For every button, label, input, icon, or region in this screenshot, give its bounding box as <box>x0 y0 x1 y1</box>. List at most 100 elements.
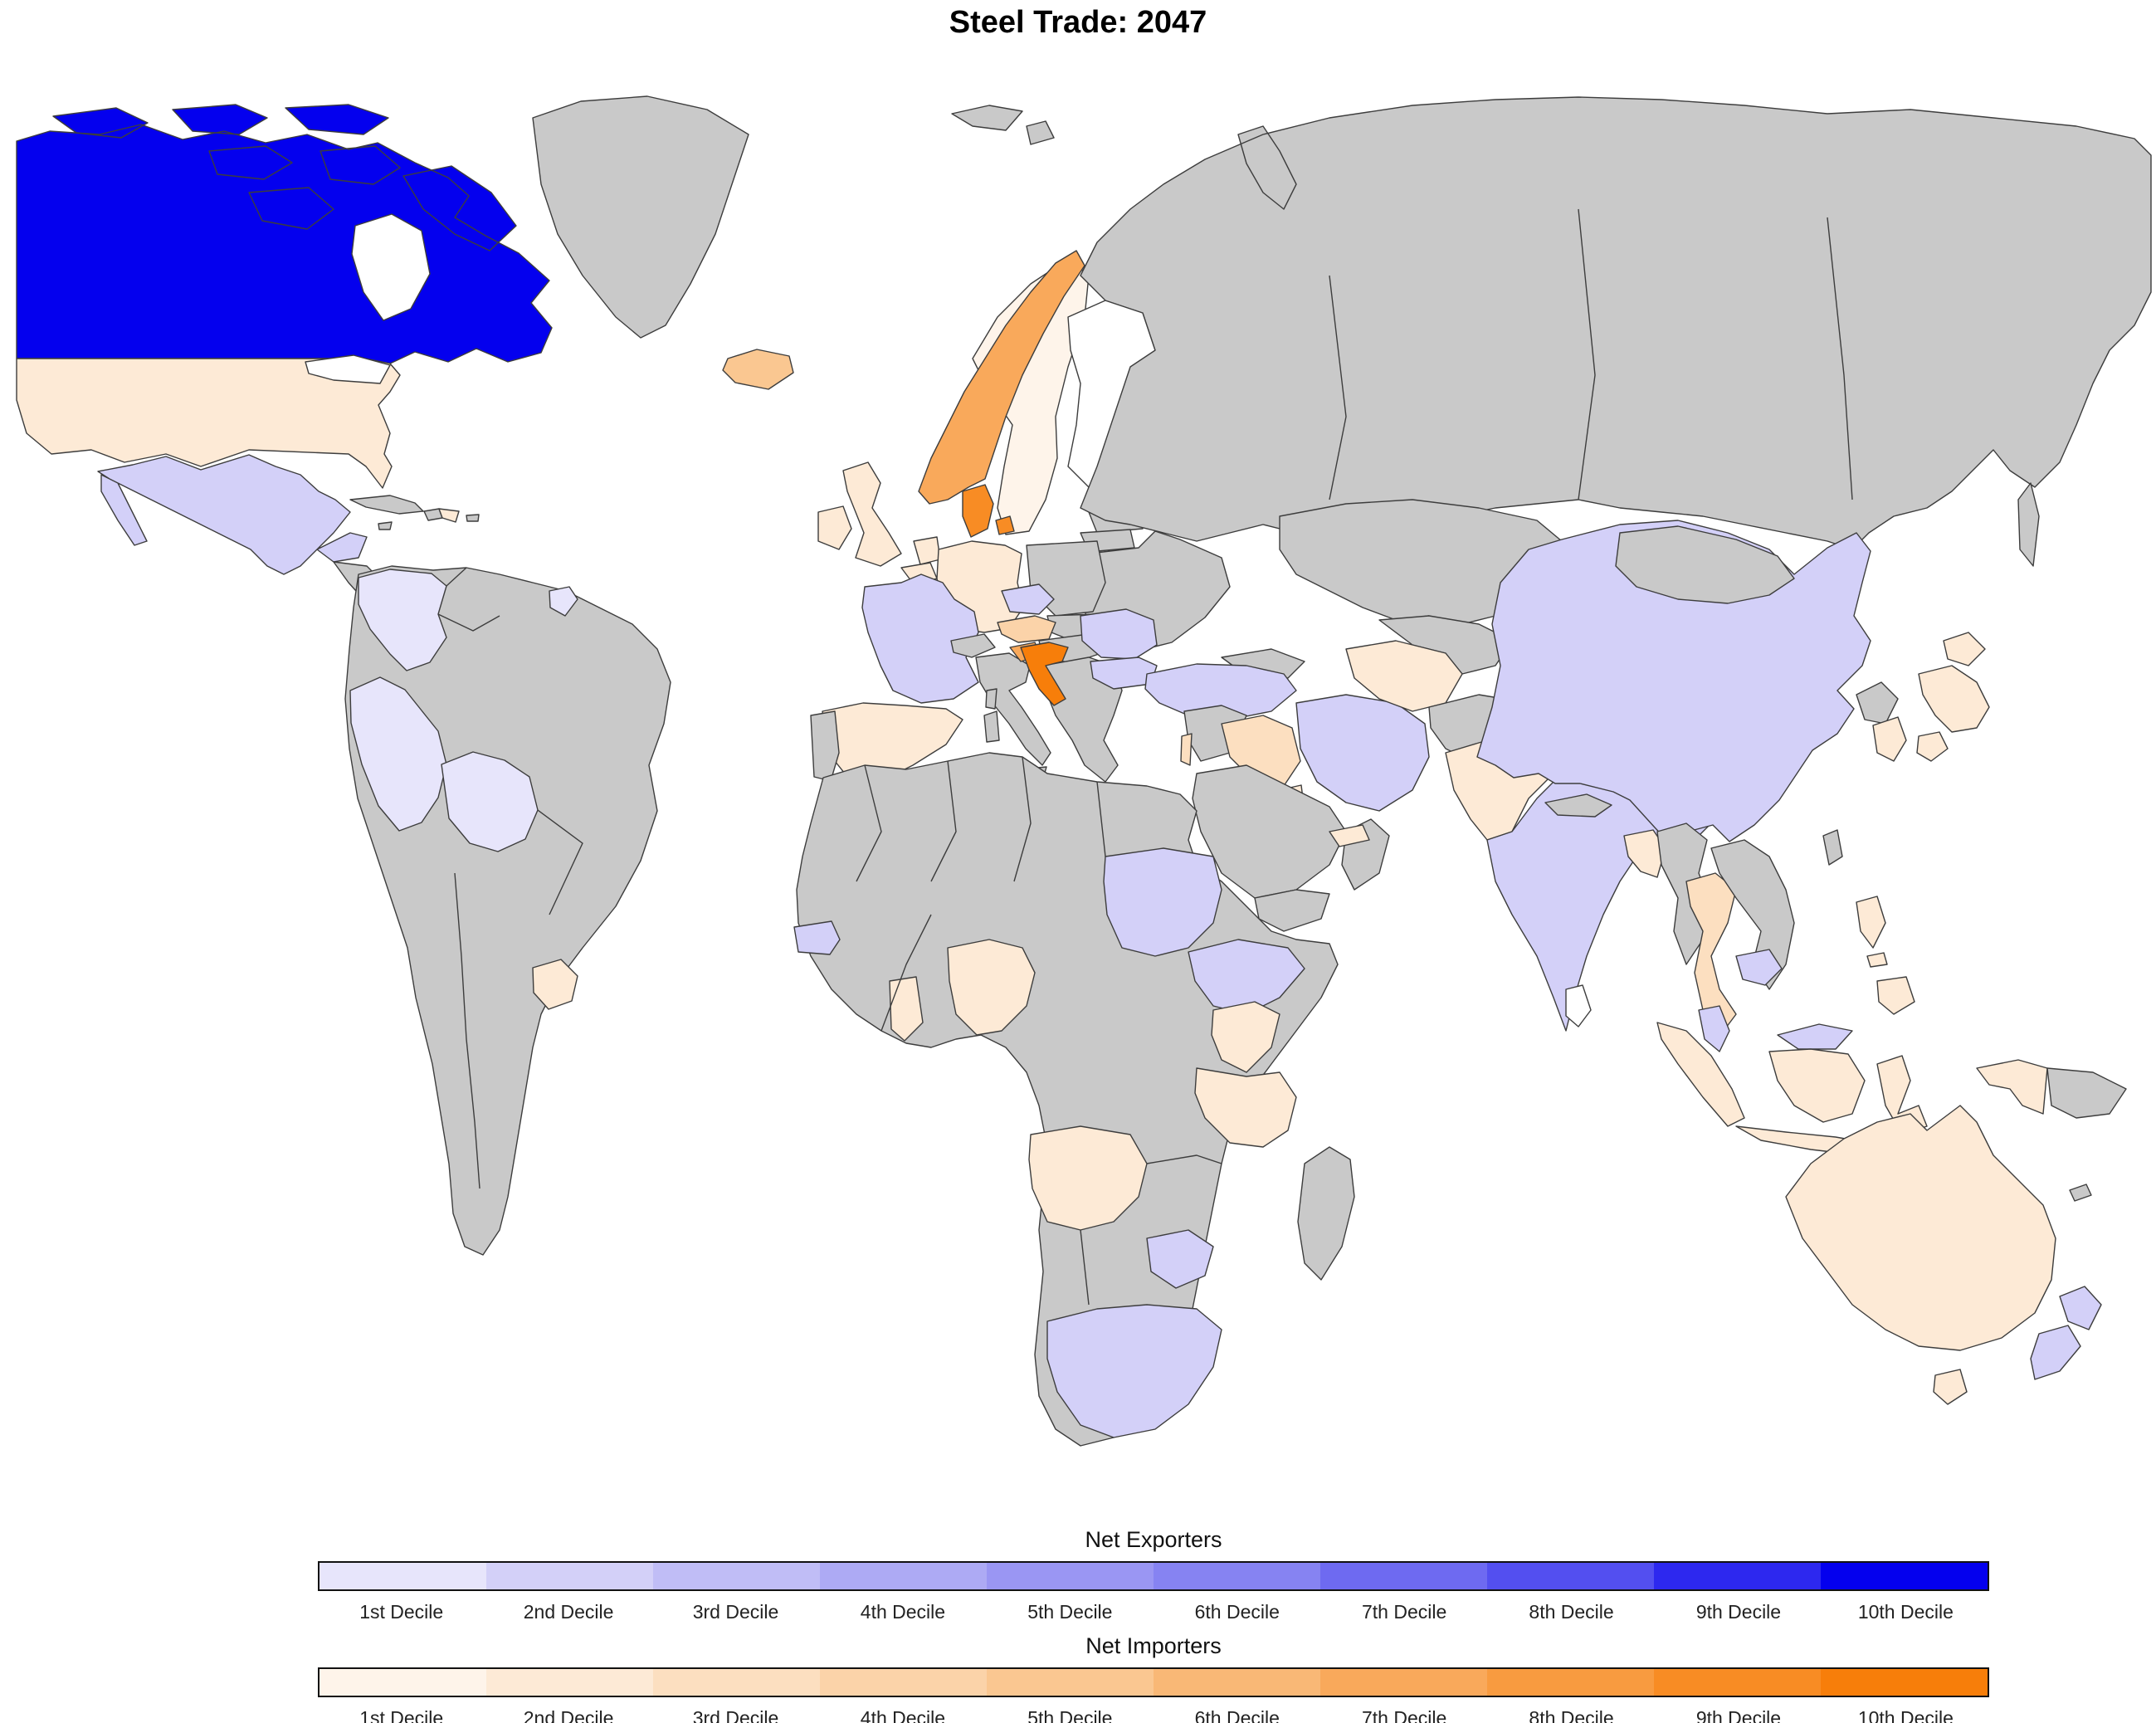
country-portugal <box>810 710 840 782</box>
legend-decile-label: 1st Decile <box>359 1601 444 1623</box>
country-canada <box>16 104 553 364</box>
country-border-hints <box>437 208 1853 1306</box>
country-iran <box>1295 694 1430 812</box>
legend-decile-label: 3rd Decile <box>692 1601 779 1623</box>
hudson-bay <box>351 213 431 321</box>
country-jamaica <box>378 521 393 530</box>
country-south-korea <box>1872 716 1907 762</box>
country-nepal <box>1544 793 1612 818</box>
country-peru <box>349 676 447 832</box>
country-russia <box>1080 96 2152 567</box>
country-zimbabwe <box>1146 1229 1214 1289</box>
country-papua-new-guinea <box>2046 1067 2127 1119</box>
legend-decile-label: 10th Decile <box>1857 1707 1954 1723</box>
legend-decile-label: 2nd Decile <box>523 1601 614 1623</box>
country-united-states <box>16 358 401 489</box>
country-tanzania <box>1194 1067 1297 1148</box>
legend-decile-label: 9th Decile <box>1695 1707 1782 1723</box>
country-north-korea <box>1856 681 1899 725</box>
country-malaysia <box>1698 1005 1853 1052</box>
country-united-kingdom <box>842 461 902 567</box>
page-title: Steel Trade: 2047 <box>949 5 1207 40</box>
country-dominican-republic <box>438 508 460 523</box>
legend-decile-label: 5th Decile <box>1027 1707 1113 1723</box>
country-iceland <box>722 349 794 390</box>
legend-segment-importers-2 <box>486 1669 653 1696</box>
country-ireland <box>817 505 852 550</box>
legend-exporters-title: Net Exporters <box>1085 1527 1222 1552</box>
country-new-caledonia <box>2069 1184 2092 1202</box>
legend-decile-label: 7th Decile <box>1362 1601 1447 1623</box>
country-mexico <box>97 454 368 575</box>
country-turkey <box>1144 663 1297 720</box>
legend-segment-exporters-4 <box>820 1563 987 1589</box>
country-svalbard <box>951 105 1055 145</box>
country-cuba <box>349 495 424 515</box>
country-denmark <box>962 484 1015 538</box>
legend-decile-label: 1st Decile <box>359 1707 444 1723</box>
legend-segment-exporters-2 <box>486 1563 653 1589</box>
country-kenya <box>1211 1001 1280 1073</box>
country-united-arab-emirates <box>1329 824 1370 847</box>
country-angola <box>1028 1125 1148 1231</box>
legend-segment-exporters-6 <box>1154 1563 1320 1589</box>
country-south-africa <box>1046 1304 1222 1438</box>
country-czechia <box>1001 583 1055 615</box>
legend-decile-label: 5th Decile <box>1027 1601 1113 1623</box>
country-austria <box>997 615 1056 643</box>
country-new-zealand <box>2030 1286 2102 1380</box>
country-australia <box>1785 1105 2056 1405</box>
country-switzerland <box>950 633 996 658</box>
country-norway <box>918 250 1085 505</box>
country-sudan <box>1103 847 1222 957</box>
legend-decile-label: 8th Decile <box>1529 1707 1614 1723</box>
legend-decile-label: 4th Decile <box>860 1707 946 1723</box>
great-lakes <box>305 354 391 384</box>
legend-segment-importers-9 <box>1654 1669 1821 1696</box>
legend-segment-exporters-1 <box>319 1563 486 1589</box>
country-senegal <box>793 920 841 955</box>
country-bangladesh <box>1623 829 1666 878</box>
country-colombia <box>358 569 447 671</box>
legend-segment-importers-5 <box>987 1669 1154 1696</box>
legend-segment-importers-6 <box>1154 1669 1320 1696</box>
country-saudi-arabia <box>1192 764 1347 899</box>
legend-decile-label: 6th Decile <box>1194 1707 1280 1723</box>
country-vietnam-laos <box>1710 839 1795 990</box>
legend-segment-exporters-8 <box>1487 1563 1654 1589</box>
country-bolivia <box>441 751 539 852</box>
country-romania <box>1080 608 1158 660</box>
legend-segment-importers-8 <box>1487 1669 1654 1696</box>
legend-decile-label: 6th Decile <box>1194 1601 1280 1623</box>
country-netherlands <box>913 536 941 565</box>
region-south-america-no-data <box>344 565 671 1256</box>
country-ethiopia <box>1188 939 1305 1015</box>
legend-segment-exporters-3 <box>653 1563 820 1589</box>
country-taiwan <box>1822 829 1843 866</box>
country-mongolia <box>1615 525 1795 604</box>
country-cambodia <box>1735 949 1783 986</box>
legend-exporters-labels: 1st Decile 2nd Decile 3rd Decile 4th Decile… <box>318 1601 1989 1623</box>
legend-net-exporters: Net Exporters 1st Decile 2nd Decile 3rd De… <box>318 1527 1989 1623</box>
legend-importers-colorbar <box>318 1667 1989 1697</box>
legend-net-importers: Net Importers 1st Decile 2nd Decile 3rd De… <box>318 1633 1989 1723</box>
legend-decile-label: 2nd Decile <box>523 1707 614 1723</box>
country-uruguay <box>532 959 578 1010</box>
country-madagascar <box>1297 1146 1355 1281</box>
legend-decile-label: 7th Decile <box>1362 1707 1447 1723</box>
legend-segment-importers-3 <box>653 1669 820 1696</box>
legend-decile-label: 8th Decile <box>1529 1601 1614 1623</box>
legend-segment-exporters-9 <box>1654 1563 1821 1589</box>
legend-segment-exporters-10 <box>1821 1563 1988 1589</box>
country-croatia <box>1020 642 1069 706</box>
country-israel <box>1180 733 1193 766</box>
legend-importers-labels: 1st Decile 2nd Decile 3rd Decile 4th Decile… <box>318 1707 1989 1723</box>
legend-importers-title: Net Importers <box>1085 1633 1222 1658</box>
country-puerto-rico <box>466 514 480 522</box>
country-china <box>1476 520 1871 842</box>
country-corsica <box>985 688 998 710</box>
legend-segment-importers-1 <box>319 1669 486 1696</box>
country-greenland <box>532 95 749 339</box>
